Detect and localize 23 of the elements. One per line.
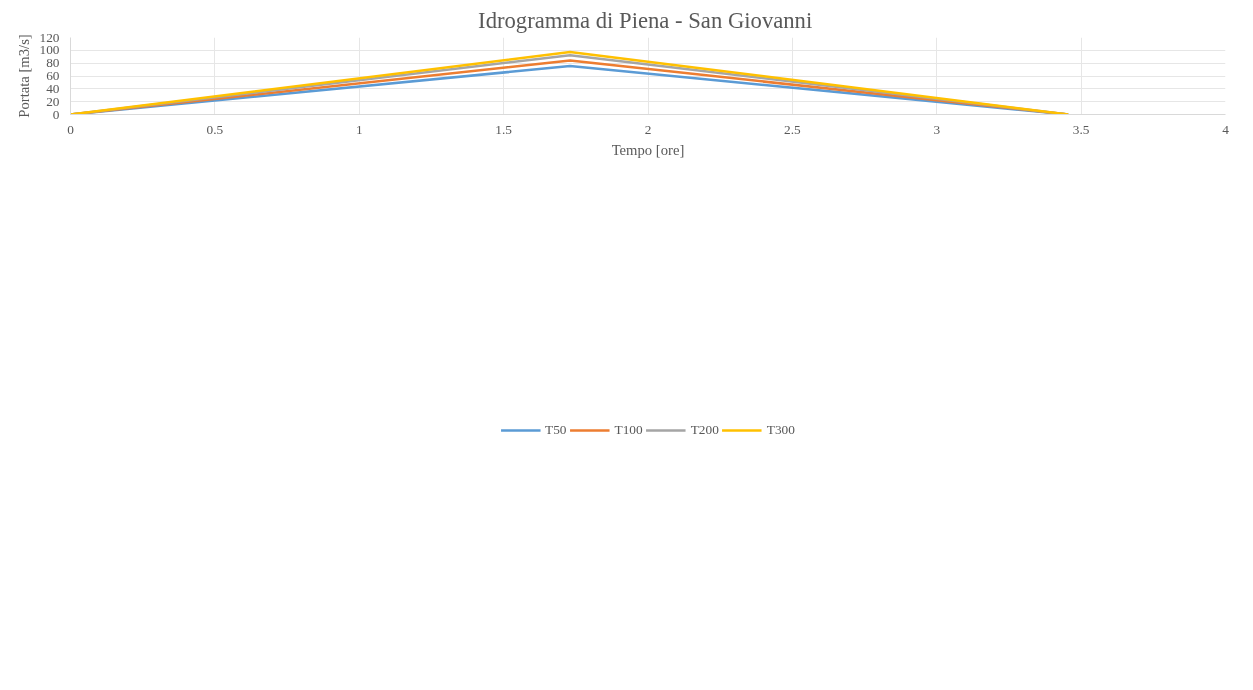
- x-tick-label: 3: [933, 121, 941, 137]
- x-tick-label: 2.5: [784, 121, 802, 137]
- y-tick-label: 20: [46, 93, 60, 109]
- x-tick-label: 1.5: [495, 121, 513, 137]
- x-tick-label: 1: [355, 121, 363, 137]
- y-tick-label: 40: [46, 80, 60, 96]
- y-tick-label: 80: [46, 55, 60, 71]
- legend-label: T100: [614, 422, 643, 438]
- y-tick-label: 100: [39, 42, 60, 58]
- x-tick-label: 2: [644, 121, 652, 137]
- y-tick-label: 0: [52, 106, 60, 122]
- y-axis-title: Portata [m3/s]: [15, 34, 32, 118]
- x-tick-label: 0.5: [206, 121, 224, 137]
- legend-label: T200: [690, 422, 719, 438]
- x-tick-label: 4: [1222, 121, 1230, 137]
- y-tick-label: 120: [39, 29, 60, 45]
- x-tick-label: 3.5: [1072, 121, 1090, 137]
- y-tick-label: 60: [46, 68, 60, 83]
- x-axis-title: Tempo [ore]: [611, 141, 685, 158]
- x-tick-label: 0: [67, 121, 75, 137]
- legend-label: T300: [766, 422, 795, 438]
- legend-label: T50: [545, 422, 567, 438]
- chart-title: Idrogramma di Piena - San Giovanni: [478, 7, 813, 33]
